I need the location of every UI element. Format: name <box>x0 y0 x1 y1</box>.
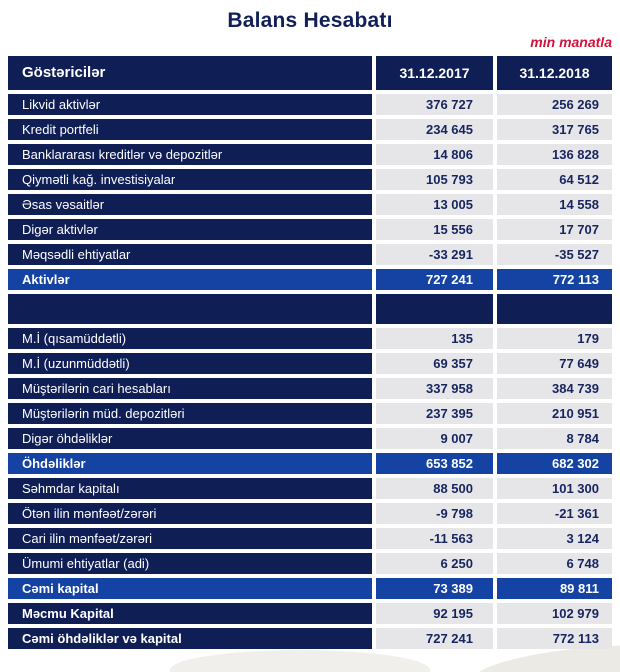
value-2018: 772 113 <box>497 269 612 290</box>
value-2018: 136 828 <box>497 144 612 165</box>
table-row: Likvid aktivlər 376 727 256 269 <box>8 94 612 115</box>
value-2017: 6 250 <box>376 553 493 574</box>
row-label: Cəmi kapital <box>8 578 372 599</box>
row-label: Aktivlər <box>8 269 372 290</box>
row-label: Qiymətli kağ. investisiyalar <box>8 169 372 190</box>
table-row: Müştərilərin cari hesabları 337 958 384 73… <box>8 378 612 399</box>
value-2018: -35 527 <box>497 244 612 265</box>
row-label <box>8 294 372 324</box>
row-label: Likvid aktivlər <box>8 94 372 115</box>
value-2018: 17 707 <box>497 219 612 240</box>
row-label: Səhmdar kapitalı <box>8 478 372 499</box>
table-row: Banklararası kreditlər və depozitlər 14 8… <box>8 144 612 165</box>
value-2017: 337 958 <box>376 378 493 399</box>
value-2018: 210 951 <box>497 403 612 424</box>
table-row: Müştərilərin müd. depozitləri 237 395 210 … <box>8 403 612 424</box>
value-2018: -21 361 <box>497 503 612 524</box>
balance-sheet-table: Göstəricilər 31.12.2017 31.12.2018 Likvi… <box>8 56 612 649</box>
value-2018: 682 302 <box>497 453 612 474</box>
spacer-row <box>8 294 612 324</box>
table-row: Ümumi ehtiyatlar (adi) 6 250 6 748 <box>8 553 612 574</box>
table-row: Kredit portfeli 234 645 317 765 <box>8 119 612 140</box>
value-2017: 88 500 <box>376 478 493 499</box>
value-2017: 15 556 <box>376 219 493 240</box>
row-label: Müştərilərin müd. depozitləri <box>8 403 372 424</box>
row-label: Ötən ilin mənfəət/zərəri <box>8 503 372 524</box>
row-label: Digər aktivlər <box>8 219 372 240</box>
table-header-row: Göstəricilər 31.12.2017 31.12.2018 <box>8 56 612 90</box>
table-row: Qiymətli kağ. investisiyalar 105 793 64 51… <box>8 169 612 190</box>
value-2017: 105 793 <box>376 169 493 190</box>
value-2018: 77 649 <box>497 353 612 374</box>
table-row: Aktivlər 727 241 772 113 <box>8 269 612 290</box>
value-2017: 9 007 <box>376 428 493 449</box>
table-row: M.İ (qısamüddətli) 135 179 <box>8 328 612 349</box>
value-2018: 772 113 <box>497 628 612 649</box>
value-2017: 13 005 <box>376 194 493 215</box>
table-row: Digər öhdəliklər 9 007 8 784 <box>8 428 612 449</box>
value-2018: 256 269 <box>497 94 612 115</box>
row-label: Cəmi öhdəliklər və kapital <box>8 628 372 649</box>
row-label: Müştərilərin cari hesabları <box>8 378 372 399</box>
value-2018: 64 512 <box>497 169 612 190</box>
table-row: Məqsədli ehtiyatlar -33 291 -35 527 <box>8 244 612 265</box>
header-date-2018: 31.12.2018 <box>497 56 612 90</box>
value-2018: 102 979 <box>497 603 612 624</box>
row-label: Cari ilin mənfəət/zərəri <box>8 528 372 549</box>
table-row: Səhmdar kapitalı 88 500 101 300 <box>8 478 612 499</box>
table-row: Məcmu Kapital 92 195 102 979 <box>8 603 612 624</box>
row-label: Məqsədli ehtiyatlar <box>8 244 372 265</box>
value-2018: 179 <box>497 328 612 349</box>
unit-note: min manatla <box>530 34 612 50</box>
value-2017: 237 395 <box>376 403 493 424</box>
value-2018: 3 124 <box>497 528 612 549</box>
value-2018: 8 784 <box>497 428 612 449</box>
value-2018: 101 300 <box>497 478 612 499</box>
table-row: Cari ilin mənfəət/zərəri -11 563 3 124 <box>8 528 612 549</box>
value-2018: 384 739 <box>497 378 612 399</box>
row-label: Ümumi ehtiyatlar (adi) <box>8 553 372 574</box>
row-label: Kredit portfeli <box>8 119 372 140</box>
table-row: Cəmi öhdəliklər və kapital 727 241 772 113 <box>8 628 612 649</box>
row-label: Məcmu Kapital <box>8 603 372 624</box>
table-row: M.İ (uzunmüddətli) 69 357 77 649 <box>8 353 612 374</box>
table-row: Öhdəliklər 653 852 682 302 <box>8 453 612 474</box>
page-title: Balans Hesabatı <box>227 9 393 32</box>
value-2017: 727 241 <box>376 269 493 290</box>
value-2017: 73 389 <box>376 578 493 599</box>
value-2017: 92 195 <box>376 603 493 624</box>
table-row: Cəmi kapital 73 389 89 811 <box>8 578 612 599</box>
value-2017: -9 798 <box>376 503 493 524</box>
header-indicators: Göstəricilər <box>8 56 372 90</box>
value-2018: 89 811 <box>497 578 612 599</box>
value-2017: 234 645 <box>376 119 493 140</box>
value-2017 <box>376 294 493 324</box>
value-2017: 727 241 <box>376 628 493 649</box>
value-2017: -33 291 <box>376 244 493 265</box>
header-date-2017: 31.12.2017 <box>376 56 493 90</box>
value-2017: 69 357 <box>376 353 493 374</box>
value-2017: 376 727 <box>376 94 493 115</box>
value-2017: 14 806 <box>376 144 493 165</box>
value-2017: 135 <box>376 328 493 349</box>
value-2018: 6 748 <box>497 553 612 574</box>
table-row: Digər aktivlər 15 556 17 707 <box>8 219 612 240</box>
value-2018: 317 765 <box>497 119 612 140</box>
value-2018 <box>497 294 612 324</box>
row-label: M.İ (uzunmüddətli) <box>8 353 372 374</box>
value-2017: 653 852 <box>376 453 493 474</box>
table-row: Ötən ilin mənfəət/zərəri -9 798 -21 361 <box>8 503 612 524</box>
row-label: Əsas vəsaitlər <box>8 194 372 215</box>
row-label: M.İ (qısamüddətli) <box>8 328 372 349</box>
watermark-shape <box>170 650 430 672</box>
table-row: Əsas vəsaitlər 13 005 14 558 <box>8 194 612 215</box>
row-label: Öhdəliklər <box>8 453 372 474</box>
value-2017: -11 563 <box>376 528 493 549</box>
row-label: Banklararası kreditlər və depozitlər <box>8 144 372 165</box>
row-label: Digər öhdəliklər <box>8 428 372 449</box>
value-2018: 14 558 <box>497 194 612 215</box>
